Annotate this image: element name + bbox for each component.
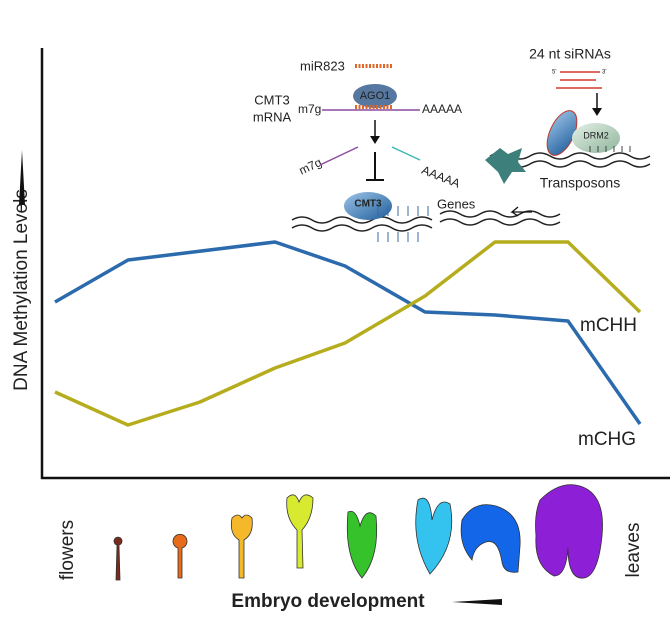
inset-label: 3' <box>602 70 606 76</box>
methyl-sticks <box>589 146 631 152</box>
inset-label: Genes <box>437 196 476 211</box>
cmt3-protein <box>344 192 392 220</box>
embryo <box>286 494 314 569</box>
drm2-protein <box>572 123 620 153</box>
embryo <box>172 533 188 579</box>
methyl-sticks <box>377 206 429 242</box>
y-axis-label: DNA Methylation Levels <box>11 189 32 391</box>
inset-label: AAAAA <box>422 102 462 116</box>
inset-label: m7g <box>297 155 324 178</box>
y-arrow <box>19 150 25 205</box>
series-label: mCHG <box>578 429 636 450</box>
inset-label: miR823 <box>300 58 345 73</box>
cleaved-mrna <box>391 146 421 161</box>
x-start-label: flowers <box>57 520 78 580</box>
inset-label: DRM2 <box>583 130 609 140</box>
arrow-head <box>592 108 602 116</box>
embryo-stages <box>113 484 603 581</box>
mchg-line <box>54 240 642 426</box>
cmt3-inset: miR823 CMT3 mRNA m7g AGO1 AAAAA m7g AAAA… <box>253 58 561 242</box>
embryo <box>346 510 378 579</box>
inset-label: mRNA <box>253 109 292 124</box>
inset-label: 5' <box>552 70 556 76</box>
series-label: mCHH <box>580 315 637 336</box>
embryo <box>460 504 521 573</box>
cleaved-mrna <box>319 146 359 166</box>
inset-label: Transposons <box>540 175 620 191</box>
embryo <box>415 497 453 575</box>
inset-label: 24 nt siRNAs <box>529 46 611 62</box>
x-end-label: leaves <box>623 523 644 578</box>
drm2-inset: 24 nt siRNAs 5' 3' DRM2 Transposons <box>485 46 651 191</box>
embryo <box>113 536 123 581</box>
embryo <box>230 514 253 579</box>
ago1 <box>353 84 397 108</box>
inset-label: AAAAA <box>420 163 462 191</box>
x-arrow <box>452 599 502 605</box>
inset-label: AGO1 <box>360 90 391 102</box>
mchh-line <box>54 240 642 427</box>
pol-v <box>485 148 526 184</box>
tss-arrow <box>510 206 532 217</box>
inset-label: CMT3 <box>254 92 289 107</box>
inset-label: CMT3 <box>354 199 382 210</box>
x-axis-label: Embryo development <box>231 591 425 612</box>
arrow-head <box>370 136 380 144</box>
embryo <box>535 484 603 579</box>
dna <box>291 210 561 232</box>
inset-label: m7g <box>298 102 321 116</box>
